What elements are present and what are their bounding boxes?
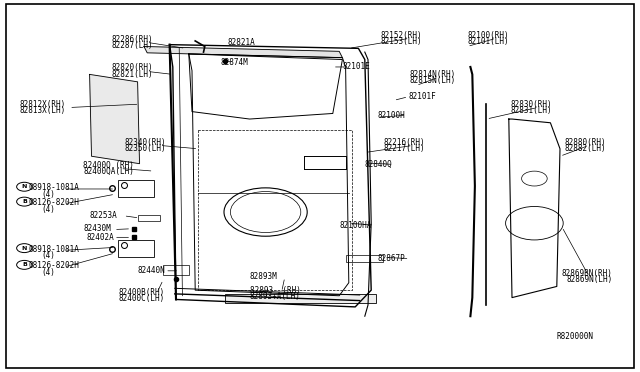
- Text: 82882(LH): 82882(LH): [564, 144, 606, 153]
- Text: 82400Q (RH): 82400Q (RH): [83, 161, 134, 170]
- Bar: [138, 215, 160, 221]
- Text: 08126-8202H: 08126-8202H: [29, 198, 79, 207]
- Text: (4): (4): [42, 268, 56, 277]
- FancyBboxPatch shape: [6, 4, 634, 368]
- Bar: [163, 265, 189, 275]
- Text: 82400QA(LH): 82400QA(LH): [83, 167, 134, 176]
- Text: 82430M: 82430M: [83, 224, 111, 233]
- Text: (4): (4): [42, 205, 56, 214]
- Text: 82830(RH): 82830(RH): [511, 100, 552, 109]
- Text: 82101(LH): 82101(LH): [467, 37, 509, 46]
- Text: 08918-1081A: 08918-1081A: [29, 245, 79, 254]
- Text: N: N: [22, 246, 27, 251]
- Text: 82287(LH): 82287(LH): [112, 41, 154, 50]
- Text: 82880(RH): 82880(RH): [564, 138, 606, 147]
- Text: 82814N(RH): 82814N(RH): [410, 70, 456, 79]
- Text: 82893M: 82893M: [250, 272, 277, 280]
- Text: 82440N: 82440N: [138, 266, 165, 275]
- Text: 82869BN(RH): 82869BN(RH): [562, 269, 612, 278]
- Text: 82820(RH): 82820(RH): [112, 63, 154, 72]
- Text: 82402A: 82402A: [86, 233, 114, 242]
- Text: 82100H: 82100H: [378, 111, 405, 120]
- Text: 82821(LH): 82821(LH): [112, 70, 154, 78]
- Polygon shape: [144, 46, 342, 58]
- Text: 82100(RH): 82100(RH): [467, 31, 509, 40]
- Text: B: B: [22, 262, 27, 267]
- Text: 82821A: 82821A: [227, 38, 255, 47]
- Polygon shape: [90, 74, 140, 164]
- Text: 82101F: 82101F: [408, 92, 436, 101]
- Text: N: N: [22, 184, 27, 189]
- Text: 82101E: 82101E: [342, 62, 370, 71]
- Text: 08918-1081A: 08918-1081A: [29, 183, 79, 192]
- Text: 82217(LH): 82217(LH): [384, 144, 426, 153]
- Bar: [118, 180, 154, 197]
- Text: 82812X(RH): 82812X(RH): [19, 100, 65, 109]
- Text: 82813X(LH): 82813X(LH): [19, 106, 65, 115]
- Text: 82153(LH): 82153(LH): [381, 37, 422, 46]
- Text: 82286(RH): 82286(RH): [112, 35, 154, 44]
- Text: (4): (4): [42, 190, 56, 199]
- Text: 82893+A(LH): 82893+A(LH): [250, 292, 300, 301]
- Text: 82893  (RH): 82893 (RH): [250, 286, 300, 295]
- Text: 82874M: 82874M: [221, 58, 248, 67]
- Text: 82152(RH): 82152(RH): [381, 31, 422, 40]
- Text: 82815N(LH): 82815N(LH): [410, 76, 456, 85]
- Text: 82400C(LH): 82400C(LH): [118, 294, 164, 303]
- Text: 82840Q: 82840Q: [365, 160, 392, 169]
- Bar: [118, 240, 154, 257]
- Text: 82869N(LH): 82869N(LH): [566, 275, 612, 284]
- Text: (4): (4): [42, 251, 56, 260]
- Text: 82831(LH): 82831(LH): [511, 106, 552, 115]
- Text: R820000N: R820000N: [557, 332, 594, 341]
- Text: 82867P: 82867P: [378, 254, 405, 263]
- Text: B: B: [22, 199, 27, 204]
- Text: 82216(RH): 82216(RH): [384, 138, 426, 147]
- Bar: [225, 294, 376, 303]
- Text: 82253A: 82253A: [90, 211, 117, 219]
- Text: 82340(RH): 82340(RH): [125, 138, 166, 147]
- Text: 82350(LH): 82350(LH): [125, 144, 166, 153]
- Text: 08126-8202H: 08126-8202H: [29, 262, 79, 270]
- Text: 82100HA: 82100HA: [339, 221, 372, 230]
- Text: 82400B(RH): 82400B(RH): [118, 288, 164, 296]
- Bar: [346, 255, 383, 262]
